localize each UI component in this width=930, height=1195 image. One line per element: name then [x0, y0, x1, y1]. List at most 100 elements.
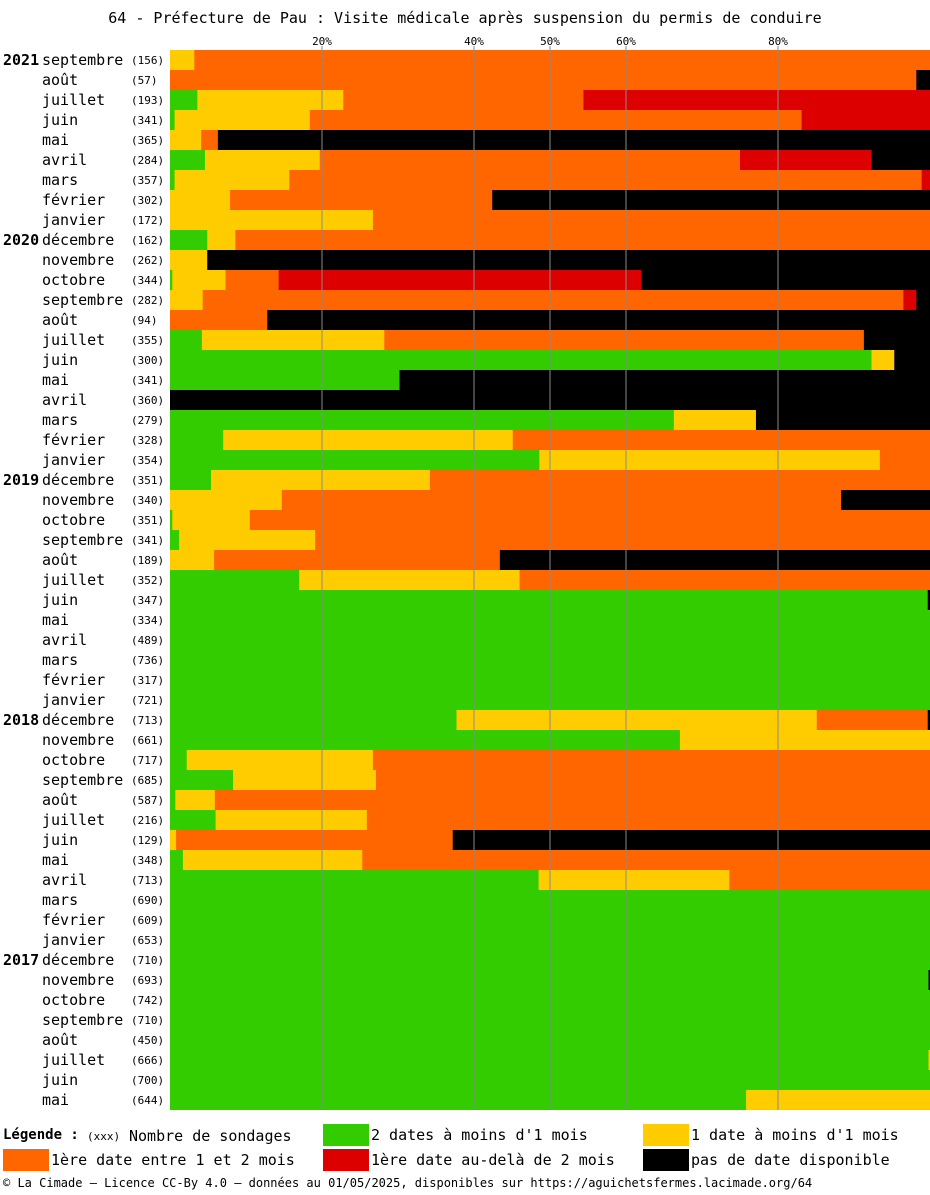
sample-count-label: (666)	[131, 1054, 164, 1067]
month-label: octobre	[42, 271, 105, 289]
month-label: novembre	[42, 251, 114, 269]
bar-segment-black	[492, 190, 930, 210]
bar-segment-orange	[309, 110, 802, 130]
month-label: novembre	[42, 491, 114, 509]
bar-segment-orange	[225, 270, 280, 290]
bar-segment-yellow	[539, 450, 881, 470]
month-label: septembre	[42, 771, 123, 789]
sample-count-label: (262)	[131, 254, 164, 267]
sample-count-label: (710)	[131, 1014, 164, 1027]
sample-count-label: (300)	[131, 354, 164, 367]
black-swatch	[643, 1149, 689, 1171]
bar-segment-orange	[214, 790, 930, 810]
bar-segment-green	[170, 90, 198, 110]
month-label: mai	[42, 1091, 69, 1109]
bar-segment-orange	[235, 230, 930, 250]
bar-segment-green	[170, 110, 175, 130]
bar-segment-black	[755, 410, 930, 430]
bar-segment-green	[170, 330, 203, 350]
x-tick-label: 60%	[616, 35, 636, 48]
green-swatch	[323, 1124, 369, 1146]
month-label: avril	[42, 151, 87, 169]
bar-segment-yellow	[197, 90, 344, 110]
orange-swatch	[3, 1149, 49, 1171]
month-label: mars	[42, 891, 78, 909]
bar-segment-yellow	[170, 190, 231, 210]
red-swatch	[323, 1149, 369, 1171]
sample-count-label: (344)	[131, 274, 164, 287]
bar-segment-orange	[879, 450, 930, 470]
bar-segment-orange	[343, 90, 584, 110]
bar-segment-green	[170, 370, 400, 390]
sample-count-label: (352)	[131, 574, 164, 587]
sample-count-label: (284)	[131, 154, 164, 167]
month-label: décembre	[42, 471, 114, 489]
month-label: juin	[42, 351, 78, 369]
bar-segment-orange	[429, 470, 930, 490]
bar-segment-yellow	[170, 50, 195, 70]
bar-segment-black	[499, 550, 930, 570]
sample-count-label: (302)	[131, 194, 164, 207]
month-label: avril	[42, 391, 87, 409]
month-label: février	[42, 431, 105, 449]
bar-segment-black	[641, 270, 930, 290]
month-label: novembre	[42, 971, 114, 989]
sample-count-label: (653)	[131, 934, 164, 947]
bar-segment-yellow	[170, 290, 204, 310]
month-label: juillet	[42, 571, 105, 589]
bar-segment-green	[170, 570, 300, 590]
bar-segment-green	[170, 510, 173, 530]
bar-segment-orange	[372, 210, 930, 230]
month-label: juillet	[42, 331, 105, 349]
sample-count-label: (279)	[131, 414, 164, 427]
month-label: octobre	[42, 511, 105, 529]
bar-segment-green	[170, 850, 184, 870]
sample-count-label: (355)	[131, 334, 164, 347]
bar-segment-orange	[202, 290, 904, 310]
bar-segment-black	[916, 70, 930, 90]
bar-segment-green	[170, 770, 234, 790]
sample-count-label: (348)	[131, 854, 164, 867]
month-label: juin	[42, 831, 78, 849]
sample-count-label: (57)	[131, 74, 158, 87]
sample-count-label: (700)	[131, 1074, 164, 1087]
sample-count-label: (156)	[131, 54, 164, 67]
sample-count-label: (365)	[131, 134, 164, 147]
bar-segment-black	[927, 710, 930, 730]
legend-item-black: pas de date disponible	[643, 1149, 890, 1171]
bar-segment-green	[170, 170, 175, 190]
bar-segment-yellow	[175, 790, 216, 810]
month-label: octobre	[42, 991, 105, 1009]
footer-credits: © La Cimade — Licence CC-By 4.0 — donnée…	[3, 1176, 813, 1190]
sample-count-label: (661)	[131, 734, 164, 747]
legend-label-red: 1ère date au-delà de 2 mois	[371, 1151, 615, 1169]
bar-segment-black	[928, 970, 930, 990]
bar-segment-red	[903, 290, 917, 310]
bar-segment-orange	[230, 190, 493, 210]
bar-segment-orange	[375, 770, 930, 790]
bar-segment-green	[170, 450, 540, 470]
bar-segment-yellow	[204, 150, 321, 170]
bar-segment-yellow	[456, 710, 818, 730]
bar-segment-orange	[319, 150, 741, 170]
bar-segment-yellow	[746, 1090, 930, 1110]
legend-item-orange: 1ère date entre 1 et 2 mois	[3, 1149, 295, 1171]
sample-count-label: (693)	[131, 974, 164, 987]
bar-segment-green	[170, 230, 208, 250]
bar-segment-orange	[816, 710, 929, 730]
bar-segment-black	[267, 310, 930, 330]
legend-item-yellow: 1 date à moins d'1 mois	[643, 1124, 899, 1146]
bar-segment-green	[170, 710, 457, 730]
bar-segment-orange	[194, 50, 930, 70]
sample-count-label: (328)	[131, 434, 164, 447]
month-label: février	[42, 671, 105, 689]
bar-segment-yellow	[170, 830, 177, 850]
month-label: mai	[42, 131, 69, 149]
sample-count-label: (357)	[131, 174, 164, 187]
bar-segment-yellow	[179, 530, 316, 550]
bar-segment-yellow	[170, 250, 208, 270]
bar-segment-green	[170, 870, 539, 890]
bar-segment-black	[916, 290, 930, 310]
sample-count-label: (341)	[131, 374, 164, 387]
bar-segment-red	[921, 170, 930, 190]
